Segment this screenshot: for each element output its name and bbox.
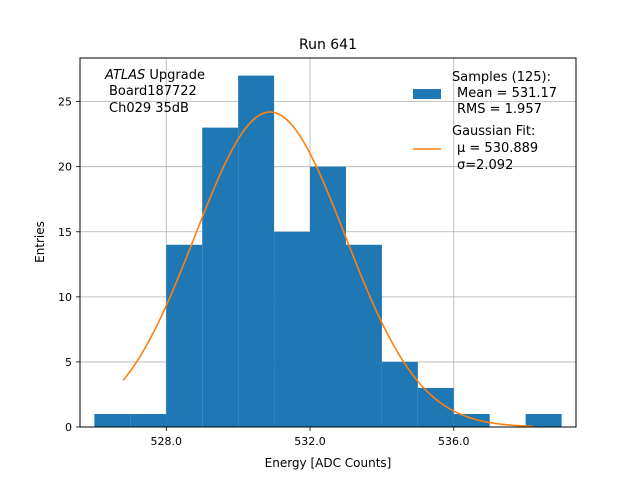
- y-tick-label: 20: [58, 161, 72, 174]
- histogram-bar: [525, 413, 562, 427]
- histogram-bar: [310, 166, 346, 427]
- annotation-channel: Ch029 35dB: [109, 101, 189, 116]
- annotation-atlas: ATLAS: [104, 68, 145, 83]
- legend-fit-sigma: σ=2.092: [457, 158, 513, 173]
- annotation-line-1: ATLAS Upgrade: [104, 68, 205, 83]
- x-tick-label: 536.0: [438, 435, 470, 448]
- histogram-bar: [238, 75, 275, 428]
- histogram-bar: [166, 244, 203, 427]
- y-axis-ticks: 0 5 10 15 20 25: [58, 96, 80, 434]
- legend-fit-label: Gaussian Fit:: [452, 124, 535, 139]
- y-tick-label: 25: [58, 96, 72, 109]
- annotation-board: Board187722: [109, 84, 197, 99]
- histogram-bar: [345, 244, 382, 427]
- x-axis-label: Energy [ADC Counts]: [265, 456, 392, 470]
- x-tick-label: 528.0: [151, 435, 183, 448]
- histogram-bar: [130, 413, 167, 427]
- legend-samples-label: Samples (125):: [452, 70, 551, 85]
- legend-hist-swatch: [413, 89, 441, 99]
- histogram-bar: [381, 361, 418, 427]
- chart-title: Run 641: [299, 37, 357, 53]
- annotation-upgrade: Upgrade: [145, 68, 205, 83]
- axes-frame: [79, 57, 577, 428]
- legend-fit-mu: μ = 530.889: [457, 141, 538, 156]
- histogram-bar: [202, 127, 239, 427]
- fit-curve: [122, 111, 533, 428]
- histogram-bar: [453, 413, 490, 427]
- gaussian-fit: [122, 111, 533, 428]
- histogram-bar: [94, 413, 131, 427]
- y-tick-label: 10: [58, 291, 72, 304]
- x-tick-label: 532.0: [294, 435, 326, 448]
- y-tick-label: 0: [65, 421, 72, 434]
- legend-samples-mean: Mean = 531.17: [457, 86, 557, 101]
- y-tick-label: 5: [65, 356, 72, 369]
- histogram-bar: [274, 231, 311, 427]
- legend: Samples (125): Mean = 531.17 RMS = 1.957…: [413, 70, 557, 173]
- y-tick-label: 15: [58, 226, 72, 239]
- legend-samples-rms: RMS = 1.957: [457, 102, 542, 117]
- y-axis-label: Entries: [33, 221, 47, 263]
- x-axis-ticks: 528.0 532.0 536.0: [151, 427, 470, 448]
